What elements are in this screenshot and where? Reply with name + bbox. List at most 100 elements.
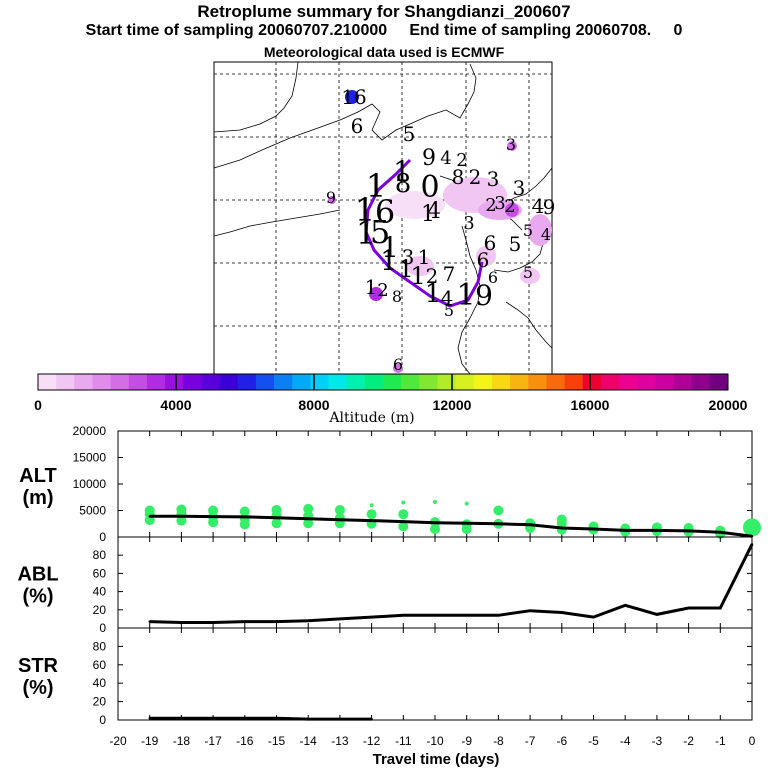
map-day-label: 1 xyxy=(410,262,425,290)
abl-y-tick-label: 60 xyxy=(93,566,107,580)
x-tick-label: -20 xyxy=(109,734,127,748)
colorbar-tick-label: 4000 xyxy=(160,397,191,413)
map-day-label: 6 xyxy=(393,355,403,374)
plume-blob xyxy=(385,191,445,219)
colorbar-cell xyxy=(637,374,656,390)
altitude-cluster-point xyxy=(433,500,437,505)
colorbar-cell xyxy=(146,374,166,390)
str-data-point xyxy=(307,717,310,721)
alt-data-point xyxy=(687,529,690,533)
x-tick-label: -14 xyxy=(300,734,318,748)
abl-data-point xyxy=(307,619,310,622)
abl-data-point xyxy=(338,617,342,621)
plume-blob xyxy=(393,363,403,373)
altitude-cluster-point xyxy=(461,524,472,535)
colorbar-cell xyxy=(401,374,420,390)
x-tick-label: -5 xyxy=(588,734,599,748)
alt-data-point xyxy=(560,526,563,530)
plume-blobs xyxy=(328,90,552,373)
abl-data-point xyxy=(592,615,595,619)
colorbar-cell xyxy=(128,374,148,390)
map-day-label: 3 xyxy=(494,193,505,214)
map-day-label: 6 xyxy=(484,231,497,255)
plume-blob xyxy=(328,196,336,204)
map-day-label: 8 xyxy=(392,287,402,306)
str-data-point xyxy=(275,716,278,720)
alt-series-line xyxy=(149,514,753,538)
colorbar-cell xyxy=(528,374,547,390)
map-day-label: 5 xyxy=(509,232,522,256)
abl-data-point xyxy=(528,609,532,612)
plume-blob xyxy=(528,214,552,246)
colorbar-cell xyxy=(473,374,493,390)
map-day-label: 8 xyxy=(395,169,412,199)
alt-data-point xyxy=(180,515,183,518)
map-day-label: 1 xyxy=(398,255,413,283)
abl-axis-label: ABL xyxy=(17,564,58,586)
colorbar-cell xyxy=(56,374,75,390)
altitude-colorbar: 0 4000 8000 12000 16000 20000 Altitude (m) xyxy=(34,373,748,426)
abl-data-point xyxy=(433,614,437,617)
altitude-cluster-point xyxy=(271,518,282,529)
alt-axis-label: ALT xyxy=(19,465,56,487)
plume-blob xyxy=(507,141,517,151)
colorbar-cell xyxy=(74,374,93,390)
str-data-point xyxy=(180,716,183,720)
str-data-point xyxy=(148,716,151,720)
abl-data-point xyxy=(624,604,627,607)
plume-blob xyxy=(369,287,383,301)
plume-blob xyxy=(520,268,540,284)
altitude-cluster-point xyxy=(398,509,409,520)
colorbar-cell xyxy=(673,374,693,390)
map-day-label: 2 xyxy=(504,196,515,217)
x-tick-label: -10 xyxy=(426,734,444,748)
alt-data-point xyxy=(465,522,468,525)
map-day-label: 1 xyxy=(425,279,442,309)
colorbar-cell xyxy=(292,374,311,390)
alt-data-point xyxy=(307,517,310,520)
abl-y-tick-label: 40 xyxy=(93,585,107,599)
map-day-label: 5 xyxy=(370,213,390,251)
map-day-label: 2 xyxy=(377,280,388,301)
map-day-label: 6 xyxy=(375,193,395,231)
abl-data-point xyxy=(402,614,405,617)
map-day-label: 6 xyxy=(351,114,364,138)
abl-data-point xyxy=(275,620,278,623)
colorbar-cell xyxy=(255,374,275,390)
colorbar-frame xyxy=(37,373,729,391)
plume-blob xyxy=(476,246,496,266)
colorbar-cell xyxy=(491,374,511,390)
str-y-tick-label: 20 xyxy=(93,695,107,709)
map-day-label: 4 xyxy=(440,148,451,169)
x-tick-label: -9 xyxy=(461,734,472,748)
x-tick-label: -16 xyxy=(236,734,254,748)
map-day-label: 1 xyxy=(381,231,399,264)
x-axis-label: Travel time (days) xyxy=(373,751,500,768)
str-data-point xyxy=(211,716,215,720)
alt-data-point xyxy=(148,515,151,518)
sampling-time-subtitle: Start time of sampling 20060707.210000 E… xyxy=(85,22,683,39)
x-tick-label: -8 xyxy=(493,734,504,748)
map-day-label: 1 xyxy=(380,244,398,277)
colorbar-tick-label: 0 xyxy=(34,397,42,413)
colorbar-cell xyxy=(346,374,366,390)
colorbar-cell xyxy=(38,374,57,390)
map-day-label: 5 xyxy=(444,301,454,320)
colorbar-cell xyxy=(510,374,529,390)
alt-data-point xyxy=(211,515,215,518)
altitude-cluster-point xyxy=(401,500,406,505)
str-data-point xyxy=(243,716,246,720)
map-day-label: 4 xyxy=(427,199,441,224)
map-day-label: 2 xyxy=(456,150,467,171)
map-day-label: 6 xyxy=(477,248,490,272)
map-day-label: 4 xyxy=(441,286,454,310)
abl-data-point xyxy=(243,620,246,623)
abl-series-line xyxy=(149,543,754,624)
colorbar-cell xyxy=(328,374,348,390)
str-frame xyxy=(117,627,753,721)
map-day-label: 7 xyxy=(443,262,456,286)
colorbar-cell xyxy=(165,374,184,390)
colorbar-tick-label: 16000 xyxy=(571,397,610,413)
